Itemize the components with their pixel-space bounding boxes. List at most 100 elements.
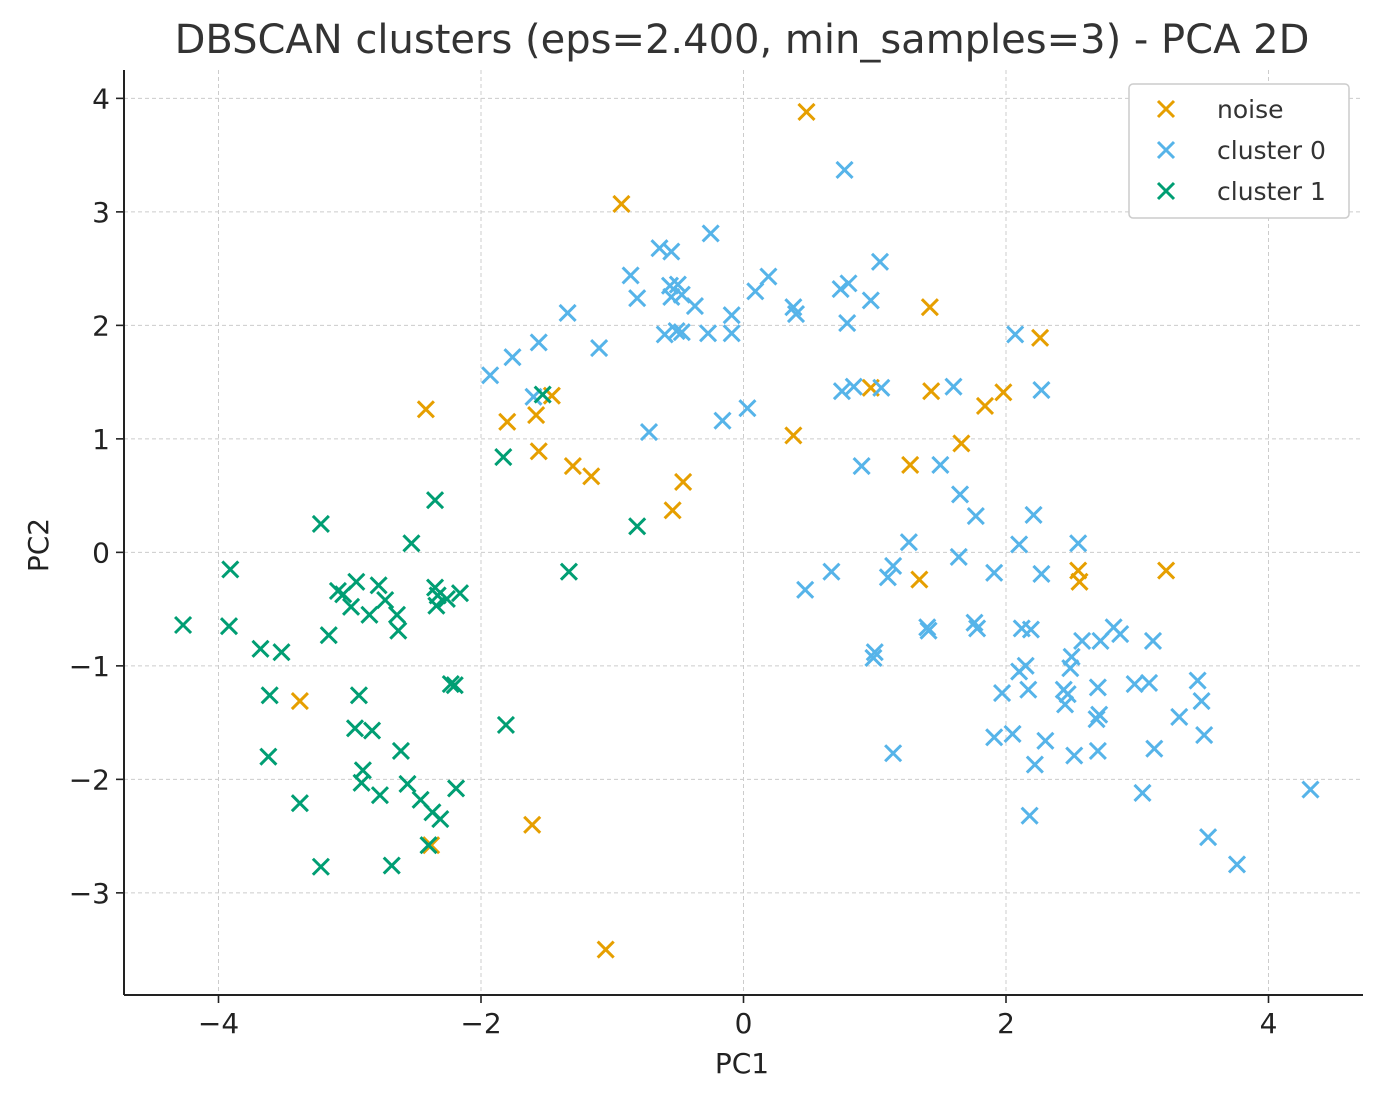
data-point (786, 304, 806, 324)
data-point (376, 590, 395, 610)
data-point (558, 303, 577, 322)
legend-label: cluster 0 (1217, 136, 1326, 165)
data-point (582, 467, 601, 486)
data-point (391, 741, 410, 761)
data-point (919, 621, 938, 640)
data-point (662, 242, 681, 261)
data-point (965, 613, 984, 632)
legend-label: noise (1217, 95, 1284, 124)
legend-marker (1156, 99, 1176, 119)
data-point (667, 321, 686, 341)
data-point (922, 382, 941, 401)
legend-label: cluster 1 (1217, 177, 1326, 206)
legend-marker (1156, 140, 1176, 160)
data-point (844, 377, 863, 396)
x-tick-label: −2 (460, 1007, 501, 1040)
data-point (416, 400, 435, 419)
data-point (864, 648, 883, 667)
data-point (1058, 685, 1077, 704)
data-point (445, 676, 464, 695)
data-point (590, 339, 609, 358)
data-point (498, 412, 517, 431)
y-tick-label: −1 (69, 650, 110, 683)
y-axis-title: PC2 (22, 518, 55, 572)
data-point (259, 747, 278, 766)
data-point (796, 580, 815, 599)
data-point (650, 239, 669, 258)
data-point (621, 266, 640, 285)
data-point (861, 291, 880, 310)
y-tick-label: 3 (92, 196, 110, 229)
data-point (952, 434, 971, 453)
data-point (878, 568, 897, 587)
data-point (1139, 673, 1159, 692)
data-point (713, 411, 732, 430)
data-point (1006, 325, 1025, 344)
data-point (387, 605, 407, 624)
x-tick-label: 0 (735, 1007, 753, 1040)
data-point (370, 786, 389, 805)
data-point (1157, 561, 1176, 580)
data-point (884, 744, 903, 763)
data-point (674, 472, 693, 492)
data-point (527, 405, 546, 425)
y-tick-label: 1 (92, 423, 110, 456)
y-tick-label: −3 (69, 877, 110, 910)
data-point (628, 517, 647, 536)
data-point (398, 774, 417, 793)
data-point (422, 836, 441, 855)
data-point (503, 348, 522, 367)
data-point (389, 621, 408, 640)
data-point (1032, 564, 1051, 583)
data-point (352, 773, 371, 792)
data-point (1055, 695, 1075, 714)
data-point (559, 562, 578, 581)
data-point (901, 455, 920, 475)
data-point (596, 940, 615, 959)
data-point (870, 252, 890, 271)
data-point (260, 686, 279, 705)
data-point (272, 643, 291, 662)
data-point (1227, 855, 1247, 874)
data-point (523, 815, 542, 834)
data-point (1145, 739, 1164, 758)
legend-marker (1156, 181, 1176, 201)
series-noise (290, 102, 1176, 959)
data-point (822, 562, 841, 581)
data-point (738, 399, 757, 418)
y-tick-label: −2 (69, 763, 110, 796)
legend: noise cluster 0 cluster 1 (1128, 83, 1350, 219)
series-cluster-1 (174, 385, 647, 876)
data-point (221, 560, 240, 579)
y-tick-label: 0 (92, 536, 110, 569)
data-point (441, 674, 460, 694)
ticks: −4 −2 0 2 4 −3 −2 −1 0 1 2 3 4 (69, 82, 1278, 1040)
data-point (722, 324, 741, 343)
data-point (174, 615, 193, 635)
data-point (985, 563, 1004, 582)
legend-item: cluster 0 (1156, 136, 1326, 165)
data-point (360, 605, 379, 624)
data-point (342, 597, 361, 616)
data-point (1032, 381, 1051, 400)
data-point (382, 856, 401, 875)
data-point (447, 779, 466, 798)
data-point (1065, 746, 1084, 765)
data-point (1143, 631, 1163, 650)
data-point (345, 719, 365, 738)
data-point (685, 297, 704, 316)
data-point (481, 366, 500, 385)
data-point (701, 224, 720, 243)
legend-item: noise (1156, 95, 1284, 124)
data-point (427, 596, 446, 615)
data-point (968, 619, 987, 638)
data-point (496, 715, 515, 734)
series-cluster-0 (481, 160, 1320, 874)
data-point (1061, 659, 1080, 678)
data-point (251, 639, 270, 658)
data-point (437, 589, 456, 608)
data-point (1016, 656, 1035, 675)
data-point (426, 491, 445, 510)
data-point (1192, 691, 1211, 711)
